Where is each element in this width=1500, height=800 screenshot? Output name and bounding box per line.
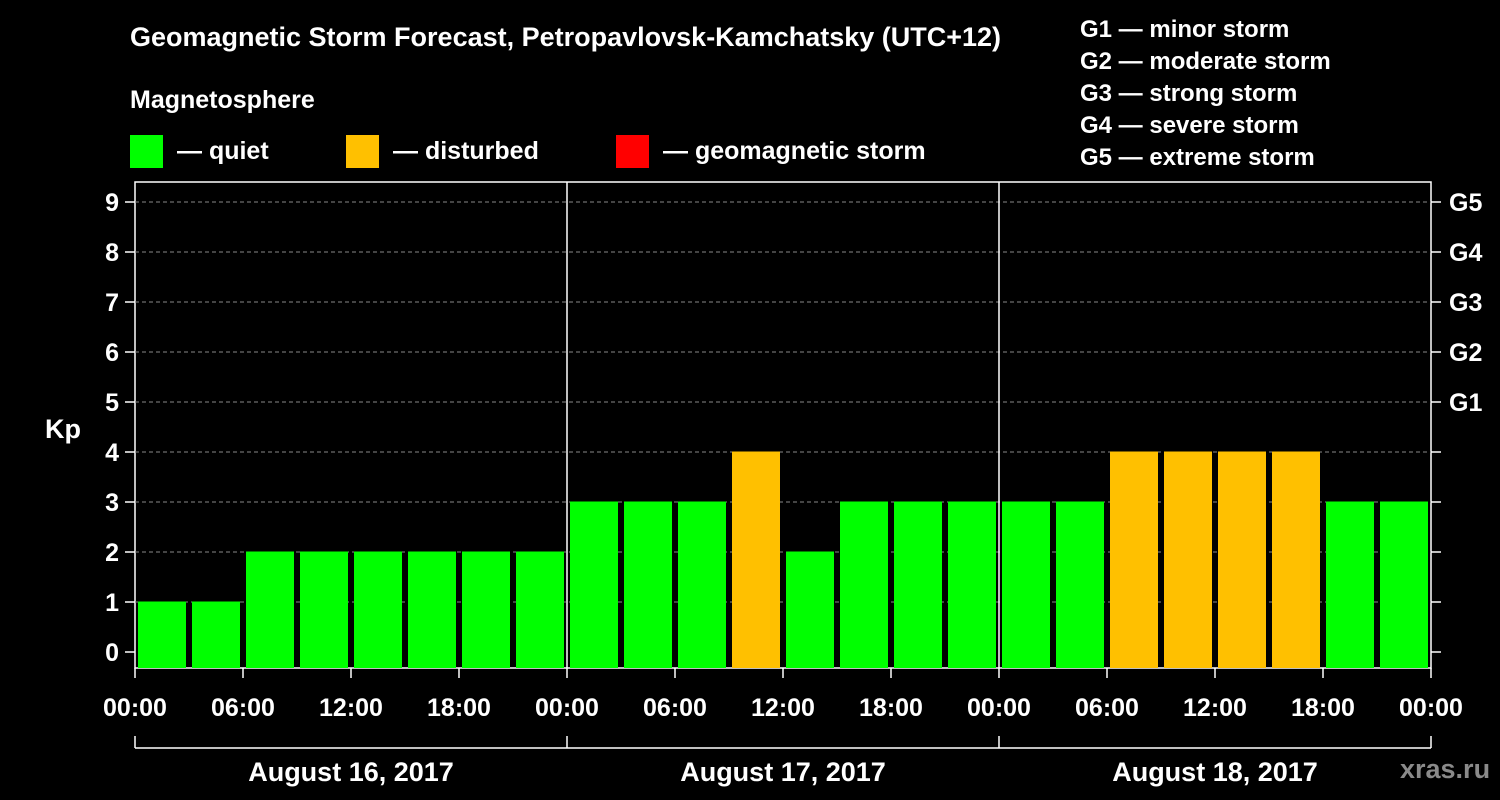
- right-tick-label: G5: [1449, 189, 1482, 217]
- y-tick-label: 6: [105, 339, 119, 367]
- bar: [354, 551, 402, 668]
- legend-label-quiet: — quiet: [177, 136, 269, 165]
- bar: [516, 551, 564, 668]
- day-label: August 18, 2017: [1112, 757, 1318, 787]
- y-tick-label: 2: [105, 539, 119, 567]
- x-tick-label: 06:00: [643, 694, 707, 722]
- x-tick-label: 12:00: [319, 694, 383, 722]
- x-tick-label: 00:00: [103, 694, 167, 722]
- y-tick-label: 8: [105, 239, 119, 267]
- y-tick-label: 3: [105, 489, 119, 517]
- x-tick-label: 18:00: [859, 694, 923, 722]
- bar: [138, 601, 186, 668]
- storm-level-g1: G1 — minor storm: [1080, 16, 1290, 43]
- x-tick-label: 18:00: [427, 694, 491, 722]
- bar: [1110, 451, 1158, 668]
- storm-level-g5: G5 — extreme storm: [1080, 144, 1315, 171]
- storm-level-legend: G1 — minor storm G2 — moderate storm G3 …: [1080, 14, 1331, 174]
- legend-swatch-disturbed: [346, 134, 379, 168]
- right-tick-label: G1: [1449, 389, 1482, 417]
- right-tick-label: G2: [1449, 339, 1482, 367]
- x-tick-label: 06:00: [1075, 694, 1139, 722]
- day-label: August 16, 2017: [248, 757, 454, 787]
- x-tick-label: 00:00: [535, 694, 599, 722]
- y-tick-label: 0: [105, 639, 119, 667]
- bar: [840, 501, 888, 668]
- bar: [462, 551, 510, 668]
- x-tick-label: 12:00: [1183, 694, 1247, 722]
- y-tick-label: 4: [105, 439, 119, 467]
- x-tick-label: 18:00: [1291, 694, 1355, 722]
- bar: [1326, 501, 1374, 668]
- legend-swatch-quiet: [130, 134, 163, 168]
- storm-level-g4: G4 — severe storm: [1080, 112, 1299, 139]
- right-tick-label: G4: [1449, 239, 1482, 267]
- bar: [1218, 451, 1266, 668]
- bar: [408, 551, 456, 668]
- legend-label-storm: — geomagnetic storm: [663, 136, 926, 165]
- storm-level-g3: G3 — strong storm: [1080, 80, 1298, 107]
- right-tick-label: G3: [1449, 289, 1482, 317]
- bar: [1380, 501, 1428, 668]
- bar: [1002, 501, 1050, 668]
- bar: [786, 551, 834, 668]
- y-tick-label: 1: [105, 589, 119, 617]
- legend-label-disturbed: — disturbed: [393, 136, 539, 165]
- bar: [1272, 451, 1320, 668]
- chart-title: Geomagnetic Storm Forecast, Petropavlovs…: [130, 22, 1002, 52]
- bar: [1056, 501, 1104, 668]
- y-tick-label: 5: [105, 389, 119, 417]
- legend-item-disturbed: — disturbed: [346, 134, 539, 168]
- y-axis-label: Kp: [45, 414, 81, 444]
- bar: [732, 451, 780, 668]
- y-tick-label: 9: [105, 189, 119, 217]
- bar: [1164, 451, 1212, 668]
- legend-swatch-storm: [616, 134, 649, 168]
- legend-item-storm: — geomagnetic storm: [616, 134, 926, 168]
- legend-item-quiet: — quiet: [130, 134, 269, 168]
- day-label: August 17, 2017: [680, 757, 886, 787]
- bar: [678, 501, 726, 668]
- watermark: xras.ru: [1400, 754, 1491, 784]
- bar: [246, 551, 294, 668]
- storm-level-g2: G2 — moderate storm: [1080, 48, 1331, 75]
- y-tick-label: 7: [105, 289, 119, 317]
- bar: [894, 501, 942, 668]
- x-tick-label: 00:00: [1399, 694, 1463, 722]
- x-tick-label: 12:00: [751, 694, 815, 722]
- x-tick-label: 06:00: [211, 694, 275, 722]
- legend-subtitle: Magnetosphere: [130, 86, 315, 114]
- bar: [570, 501, 618, 668]
- x-tick-label: 00:00: [967, 694, 1031, 722]
- bar: [300, 551, 348, 668]
- bar: [948, 501, 996, 668]
- bar: [624, 501, 672, 668]
- bar: [192, 601, 240, 668]
